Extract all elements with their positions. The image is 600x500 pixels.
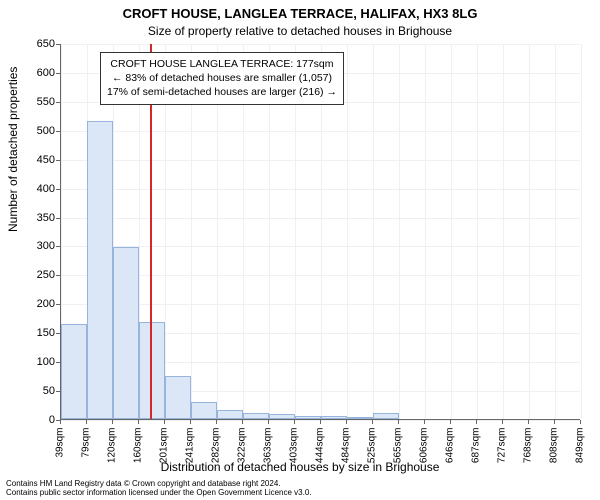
footer-line-2: Contains public sector information licen…: [6, 488, 312, 498]
x-tick-mark: [450, 420, 451, 424]
y-tick-label: 400: [15, 183, 55, 195]
footer-attribution: Contains HM Land Registry data © Crown c…: [6, 479, 312, 498]
y-tick-label: 650: [15, 38, 55, 50]
x-tick-mark: [86, 420, 87, 424]
histogram-bar: [113, 247, 139, 419]
histogram-bar: [373, 413, 399, 419]
gridline-v: [581, 44, 582, 419]
y-tick-label: 0: [15, 414, 55, 426]
x-tick-mark: [554, 420, 555, 424]
histogram-bar: [243, 413, 269, 419]
chart-subtitle: Size of property relative to detached ho…: [0, 24, 600, 38]
annotation-line: 17% of semi-detached houses are larger (…: [107, 85, 337, 99]
x-tick-mark: [242, 420, 243, 424]
y-tick-label: 50: [15, 385, 55, 397]
y-tick-label: 300: [15, 240, 55, 252]
y-tick-label: 100: [15, 356, 55, 368]
chart-title: CROFT HOUSE, LANGLEA TERRACE, HALIFAX, H…: [0, 6, 600, 21]
y-tick-label: 600: [15, 67, 55, 79]
x-tick-mark: [164, 420, 165, 424]
x-tick-mark: [190, 420, 191, 424]
histogram-bar: [295, 416, 321, 419]
x-tick-mark: [320, 420, 321, 424]
histogram-bar: [165, 376, 191, 419]
y-tick-label: 200: [15, 298, 55, 310]
footer-line-1: Contains HM Land Registry data © Crown c…: [6, 479, 312, 489]
y-tick-label: 150: [15, 327, 55, 339]
x-tick-mark: [580, 420, 581, 424]
gridline-v: [373, 44, 374, 419]
x-tick-mark: [112, 420, 113, 424]
x-axis-label: Distribution of detached houses by size …: [0, 460, 600, 474]
x-tick-mark: [372, 420, 373, 424]
y-tick-label: 450: [15, 154, 55, 166]
x-tick-mark: [424, 420, 425, 424]
x-tick-mark: [398, 420, 399, 424]
histogram-bar: [217, 410, 243, 419]
x-tick-mark: [216, 420, 217, 424]
gridline-v: [425, 44, 426, 419]
gridline-v: [477, 44, 478, 419]
gridline-v: [399, 44, 400, 419]
y-tick-label: 350: [15, 212, 55, 224]
x-tick-mark: [346, 420, 347, 424]
gridline-v: [529, 44, 530, 419]
gridline-v: [347, 44, 348, 419]
annotation-line: ← 83% of detached houses are smaller (1,…: [107, 71, 337, 85]
gridline-v: [451, 44, 452, 419]
y-axis-label: Number of detached properties: [6, 67, 20, 232]
x-tick-mark: [528, 420, 529, 424]
y-tick-label: 550: [15, 96, 55, 108]
annotation-line: CROFT HOUSE LANGLEA TERRACE: 177sqm: [107, 57, 337, 71]
x-tick-mark: [138, 420, 139, 424]
gridline-v: [555, 44, 556, 419]
gridline-v: [503, 44, 504, 419]
histogram-bar: [269, 414, 295, 419]
histogram-bar: [87, 121, 113, 419]
annotation-box: CROFT HOUSE LANGLEA TERRACE: 177sqm← 83%…: [100, 52, 344, 105]
y-tick-label: 500: [15, 125, 55, 137]
y-tick-label: 250: [15, 269, 55, 281]
histogram-chart: CROFT HOUSE, LANGLEA TERRACE, HALIFAX, H…: [0, 0, 600, 500]
histogram-bar: [61, 324, 87, 419]
x-tick-mark: [60, 420, 61, 424]
x-tick-mark: [268, 420, 269, 424]
histogram-bar: [347, 417, 373, 419]
histogram-bar: [321, 416, 347, 419]
histogram-bar: [191, 402, 217, 419]
histogram-bar: [139, 322, 165, 419]
x-tick-mark: [502, 420, 503, 424]
x-tick-mark: [294, 420, 295, 424]
x-tick-mark: [476, 420, 477, 424]
